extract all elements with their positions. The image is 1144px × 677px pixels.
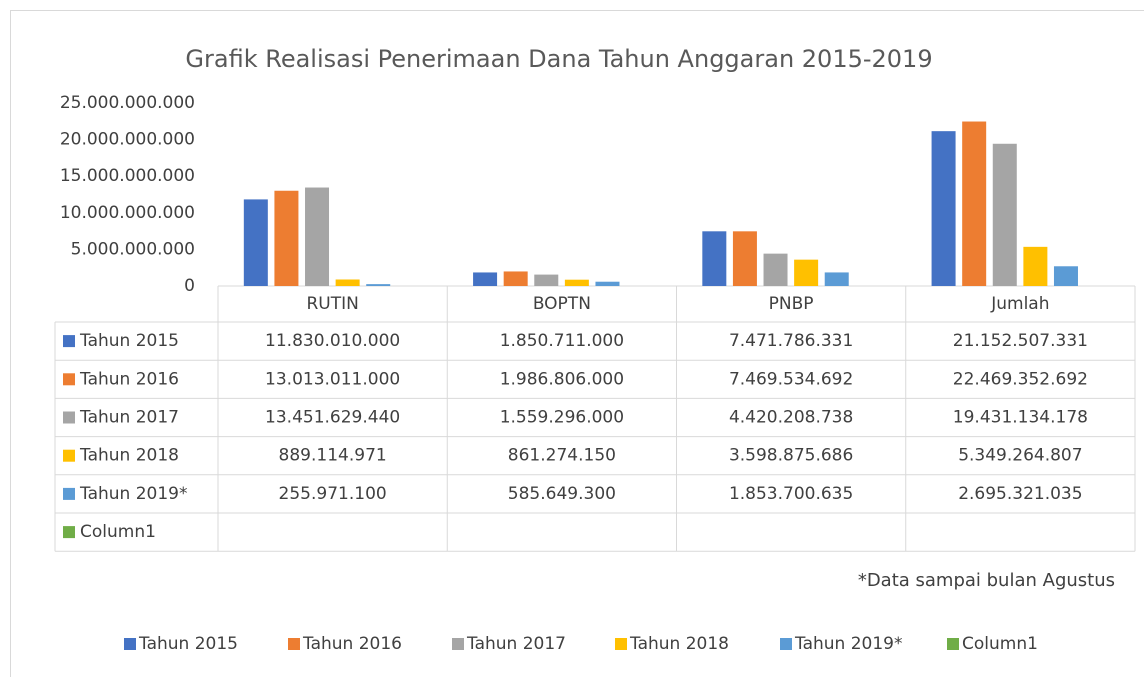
data-label: 7.471.786.331 xyxy=(729,331,853,351)
bar xyxy=(335,279,360,286)
data-label: 5.349.264.807 xyxy=(958,446,1082,466)
bar xyxy=(564,279,589,286)
data-label: 1.559.296.000 xyxy=(500,408,624,428)
legend-key xyxy=(780,638,792,650)
table-key xyxy=(63,411,75,424)
bar xyxy=(305,187,330,286)
x-tick-label: BOPTN xyxy=(533,294,591,314)
data-label: 22.469.352.692 xyxy=(953,369,1088,389)
bar xyxy=(794,259,819,286)
bar xyxy=(595,281,620,286)
bar xyxy=(503,271,528,286)
legend-key xyxy=(124,638,136,650)
legend-key xyxy=(288,638,300,650)
table-row-label: Tahun 2017 xyxy=(79,408,179,428)
data-label: 1.986.806.000 xyxy=(500,369,624,389)
table-row-label: Tahun 2016 xyxy=(79,369,179,389)
legend-label: Tahun 2019* xyxy=(794,634,902,654)
data-label: 1.850.711.000 xyxy=(500,331,624,351)
bar xyxy=(243,199,268,286)
bar xyxy=(702,231,727,286)
bar xyxy=(1023,246,1048,286)
table-row-label: Tahun 2019* xyxy=(79,484,187,504)
bar xyxy=(1053,266,1078,286)
bar xyxy=(824,272,849,286)
annotation: *Data sampai bulan Agustus xyxy=(858,570,1115,591)
y-tick-label: 25.000.000.000 xyxy=(60,93,195,113)
table-row-label: Tahun 2018 xyxy=(79,446,179,466)
legend-label: Column1 xyxy=(962,634,1038,654)
data-label: 585.649.300 xyxy=(508,484,616,504)
bar xyxy=(931,131,956,286)
table-key xyxy=(63,526,75,539)
bar xyxy=(473,272,498,286)
data-label: 13.451.629.440 xyxy=(265,408,400,428)
bar xyxy=(534,274,559,286)
data-label: 19.431.134.178 xyxy=(953,408,1088,428)
bar xyxy=(274,190,299,286)
bar xyxy=(732,231,757,286)
data-label: 7.469.534.692 xyxy=(729,369,853,389)
y-tick-label: 0 xyxy=(184,276,195,296)
legend-key xyxy=(947,638,959,650)
table-key xyxy=(63,335,75,348)
bar xyxy=(962,121,987,286)
data-label: 2.695.321.035 xyxy=(958,484,1082,504)
table-row-label: Tahun 2015 xyxy=(79,331,179,351)
legend-label: Tahun 2017 xyxy=(466,634,566,654)
data-label: 13.013.011.000 xyxy=(265,369,400,389)
table-key xyxy=(63,449,75,462)
y-tick-label: 5.000.000.000 xyxy=(71,239,195,259)
data-label: 1.853.700.635 xyxy=(729,484,853,504)
bar xyxy=(763,253,788,286)
legend-label: Tahun 2016 xyxy=(302,634,402,654)
legend-key xyxy=(452,638,464,650)
legend-label: Tahun 2015 xyxy=(138,634,238,654)
legend-label: Tahun 2018 xyxy=(629,634,729,654)
table-key xyxy=(63,487,75,500)
y-tick-label: 10.000.000.000 xyxy=(60,203,195,223)
data-label: 21.152.507.331 xyxy=(953,331,1088,351)
data-label: 889.114.971 xyxy=(279,446,387,466)
y-tick-label: 15.000.000.000 xyxy=(60,166,195,186)
bar xyxy=(992,143,1017,286)
data-label: 11.830.010.000 xyxy=(265,331,400,351)
data-label: 4.420.208.738 xyxy=(729,408,853,428)
bar xyxy=(366,284,391,286)
chart-title: Grafik Realisasi Penerimaan Dana Tahun A… xyxy=(185,45,932,73)
x-tick-label: RUTIN xyxy=(306,294,358,314)
y-tick-label: 20.000.000.000 xyxy=(60,130,195,150)
x-tick-label: Jumlah xyxy=(990,294,1049,314)
data-label: 255.971.100 xyxy=(279,484,387,504)
data-label: 861.274.150 xyxy=(508,446,616,466)
chart-border xyxy=(10,10,1144,677)
data-label: 3.598.875.686 xyxy=(729,446,853,466)
x-tick-label: PNBP xyxy=(769,294,814,314)
table-row-label: Column1 xyxy=(80,522,156,542)
legend-key xyxy=(615,638,627,650)
table-key xyxy=(63,373,75,386)
